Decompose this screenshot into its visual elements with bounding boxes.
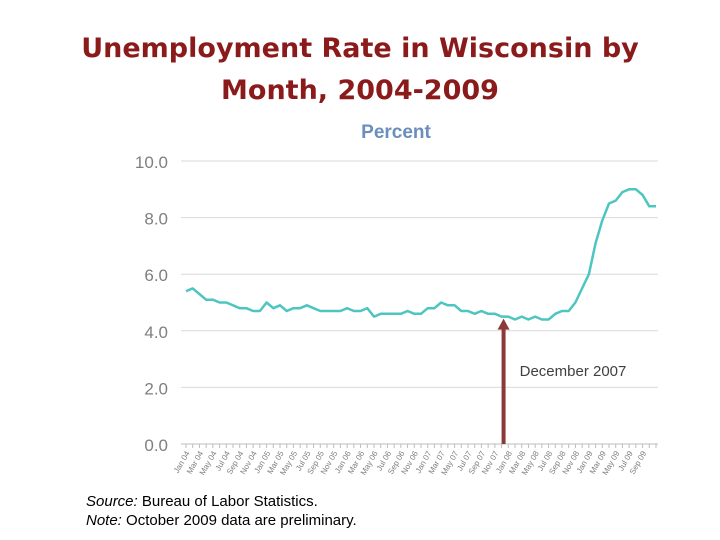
annotation-arrow-head: [497, 318, 510, 330]
note-label: Note:: [86, 512, 122, 529]
y-tick-label: 0.0: [144, 436, 168, 455]
chart-title-line-2: Month, 2004-2009: [221, 75, 499, 106]
annotation-label: December 2007: [520, 363, 627, 380]
preliminary-note: Note: October 2009 data are preliminary.: [86, 511, 357, 530]
grid-lines: [181, 160, 658, 445]
y-tick-label: 8.0: [144, 210, 168, 229]
note-text: October 2009 data are preliminary.: [121, 512, 357, 529]
y-tick-label: 2.0: [144, 379, 168, 398]
chart-title: Unemployment Rate in Wisconsin by Month,…: [0, 28, 720, 112]
chart-title-line-1: Unemployment Rate in Wisconsin by: [81, 33, 639, 64]
y-tick-label: 6.0: [144, 266, 168, 285]
source-note: Source: Bureau of Labor Statistics.: [86, 492, 357, 511]
source-text: Bureau of Labor Statistics.: [137, 493, 318, 510]
y-tick-label: 10.0: [135, 153, 168, 172]
footnote: Source: Bureau of Labor Statistics. Note…: [86, 492, 357, 530]
y-axis-ticks: 0.0 2.0 4.0 6.0 8.0 10.0: [135, 153, 168, 455]
y-tick-label: 4.0: [144, 323, 168, 342]
y-axis-label: Percent: [361, 122, 431, 143]
source-label: Source:: [86, 493, 138, 510]
series-line: [185, 188, 656, 321]
annotation: December 2007: [497, 318, 627, 444]
